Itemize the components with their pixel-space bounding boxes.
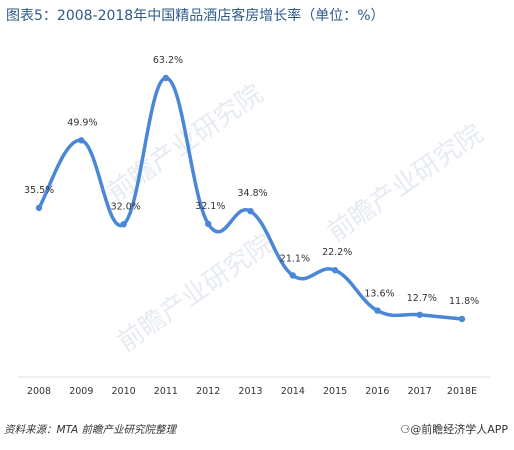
data-label-2015: 22.2% (322, 247, 352, 258)
data-label-2017: 12.7% (407, 293, 437, 304)
data-label-2011: 63.2% (153, 55, 183, 66)
data-label-2012: 32.1% (195, 201, 225, 212)
data-label-2018E: 11.8% (449, 296, 479, 307)
data-label-2016: 13.6% (364, 289, 394, 300)
data-point-2009 (78, 137, 85, 144)
data-point-2010 (120, 221, 127, 228)
x-axis-ticks: 2008 2009 2010 2011 2012 2013 2014 2015 2016 2017… (27, 386, 477, 397)
data-label-2010: 32.0% (111, 201, 141, 212)
data-point-2008 (35, 204, 43, 212)
footer-brand-text: @前瞻经济学人APP (410, 423, 508, 436)
data-label-2013: 34.8% (238, 188, 268, 199)
data-label-2008: 35.5% (24, 185, 54, 196)
data-point-2015 (331, 267, 339, 274)
data-label-2009: 49.9% (67, 117, 97, 128)
data-point-2012 (205, 220, 212, 228)
data-point-2014 (289, 272, 296, 279)
data-point-2017 (416, 311, 423, 318)
data-label-2014: 21.1% (280, 253, 310, 264)
x-tick-label-2013: 2013 (238, 386, 262, 397)
x-tick-label-2017: 2017 (408, 386, 432, 397)
watermark-text: 前瞻产业研究院 (322, 119, 488, 248)
x-tick-label-2009: 2009 (69, 386, 93, 397)
x-tick-label-2012: 2012 (196, 386, 220, 397)
data-point-2011 (162, 74, 170, 82)
watermark-text: 前瞻产业研究院 (112, 229, 278, 358)
chart-title: 图表5：2008-2018年中国精品酒店客房增长率（单位：%） (6, 8, 385, 24)
footer-source: 资料来源：MTA 前瞻产业研究院整理 (4, 424, 177, 436)
x-tick-label-2010: 2010 (112, 386, 136, 397)
data-point-2013 (247, 207, 254, 215)
data-labels: 35.5% 49.9% 32.0% 63.2% 32.1% 34.8% 21.1% 22.2%… (24, 55, 479, 307)
x-tick-label-2011: 2011 (154, 386, 178, 397)
x-tick-label-2016: 2016 (365, 386, 389, 397)
x-tick-label-2014: 2014 (281, 386, 305, 397)
data-point-2016 (374, 307, 381, 314)
x-tick-label-2008: 2008 (27, 386, 51, 397)
x-tick-label-2015: 2015 (323, 386, 347, 397)
data-point-2018E (458, 315, 466, 323)
brand-logo-icon: ⚆ (400, 423, 411, 436)
x-tick-label-2018E: 2018E (447, 386, 477, 397)
footer-brand: ⚆@前瞻经济学人APP (400, 421, 508, 437)
